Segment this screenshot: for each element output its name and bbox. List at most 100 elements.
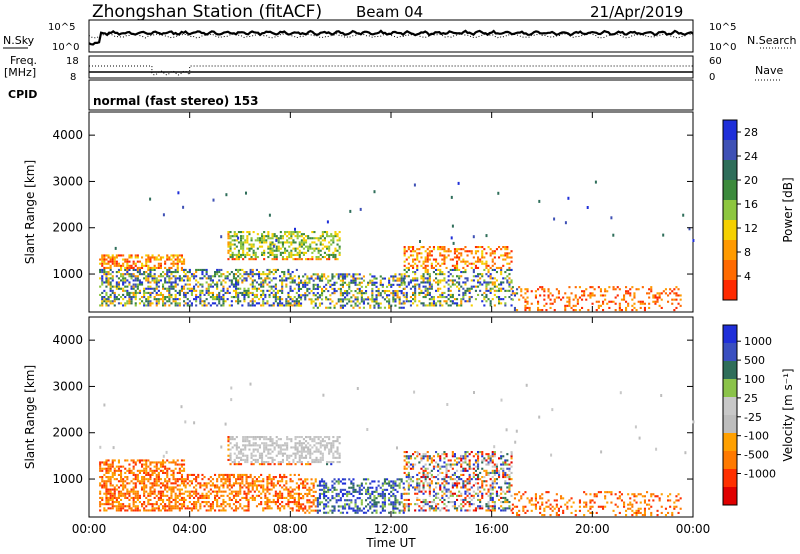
echo-cell: [446, 482, 448, 484]
echo-cell: [168, 468, 170, 470]
echo-cell: [189, 495, 191, 497]
echo-cell: [216, 298, 218, 300]
echo-cell: [508, 252, 510, 254]
echo-cell: [316, 256, 318, 258]
echo-cell: [124, 495, 126, 497]
power-colorbar-label: Power [dB]: [781, 177, 795, 242]
echo-cell: [248, 233, 250, 235]
echo-cell: [316, 457, 318, 459]
echo-cell: [506, 254, 508, 256]
echo-cell: [448, 294, 450, 296]
echo-cell: [137, 509, 139, 511]
echo-cell: [429, 489, 431, 491]
echo-cell: [189, 493, 191, 495]
echo-cell: [680, 305, 682, 307]
echo-cell: [439, 246, 441, 248]
echo-cell: [214, 298, 216, 300]
echo-cell: [435, 277, 437, 279]
echo-cell: [266, 478, 268, 480]
echo-cell: [443, 254, 445, 256]
echo-cell: [300, 296, 302, 298]
echo-cell: [460, 254, 462, 256]
echo-cell: [404, 455, 406, 457]
echo-cell: [246, 294, 248, 296]
echo-cell: [485, 288, 487, 290]
echo-cell: [294, 279, 296, 281]
echo-cell: [216, 286, 218, 288]
echo-cell: [382, 497, 384, 499]
echo-cell: [195, 505, 197, 507]
echo-cell: [154, 269, 156, 271]
echo-cell: [166, 509, 168, 511]
echo-cell: [250, 484, 252, 486]
echo-cell: [168, 256, 170, 258]
echo-cell: [443, 451, 445, 453]
echo-cell: [99, 476, 101, 478]
echo-cell: [282, 453, 284, 455]
echo-cell: [239, 486, 241, 488]
echo-cell: [170, 489, 172, 491]
echo-cell: [382, 510, 384, 512]
echo-cell: [164, 478, 166, 480]
echo-cell: [322, 444, 324, 446]
echo-cell: [154, 480, 156, 482]
echo-cell: [524, 301, 526, 303]
echo-cell: [267, 248, 269, 250]
echo-cell: [376, 286, 378, 288]
echo-cell: [328, 241, 330, 243]
echo-cell: [222, 474, 224, 476]
echo-cell: [195, 484, 197, 486]
echo-cell: [317, 485, 319, 487]
echo-cell: [287, 503, 289, 505]
echo-cell: [280, 444, 282, 446]
echo-cell: [324, 239, 326, 241]
echo-cell: [339, 453, 341, 455]
echo-cell: [253, 451, 255, 453]
echo-cell: [642, 303, 644, 305]
echo-cell: [414, 273, 416, 275]
echo-cell: [152, 472, 154, 474]
echo-cell: [154, 470, 156, 472]
echo-cell: [334, 235, 336, 237]
echo-cell: [101, 304, 103, 306]
echo-cell: [516, 288, 518, 290]
echo-cell: [116, 505, 118, 507]
echo-cell: [439, 265, 441, 267]
echo-cell: [512, 292, 514, 294]
echo-cell: [423, 267, 425, 269]
echo-cell: [166, 505, 168, 507]
echo-cell: [371, 294, 373, 296]
echo-cell: [406, 457, 408, 459]
echo-cell: [568, 299, 570, 301]
echo-cell: [315, 497, 317, 499]
echo-cell: [399, 280, 401, 282]
echo-cell: [317, 273, 319, 275]
echo-cell: [237, 474, 239, 476]
echo-speck: [662, 234, 664, 237]
echo-cell: [414, 279, 416, 281]
echo-cell: [263, 254, 265, 256]
echo-cell: [340, 491, 342, 493]
echo-cell: [206, 486, 208, 488]
echo-cell: [327, 298, 329, 300]
echo-cell: [199, 298, 201, 300]
echo-cell: [261, 237, 263, 239]
echo-cell: [392, 296, 394, 298]
echo-cell: [309, 451, 311, 453]
echo-cell: [369, 273, 371, 275]
echo-cell: [332, 237, 334, 239]
echo-cell: [139, 495, 141, 497]
echo-cell: [154, 493, 156, 495]
echo-cell: [332, 254, 334, 256]
echo-cell: [175, 507, 177, 509]
echo-cell: [382, 286, 384, 288]
echo-cell: [133, 497, 135, 499]
echo-cell: [191, 290, 193, 292]
echo-cell: [124, 497, 126, 499]
echo-cell: [416, 254, 418, 256]
echo-cell: [344, 483, 346, 485]
echo-cell: [661, 292, 663, 294]
echo-cell: [500, 281, 502, 283]
echo-cell: [384, 478, 386, 480]
echo-cell: [110, 296, 112, 298]
